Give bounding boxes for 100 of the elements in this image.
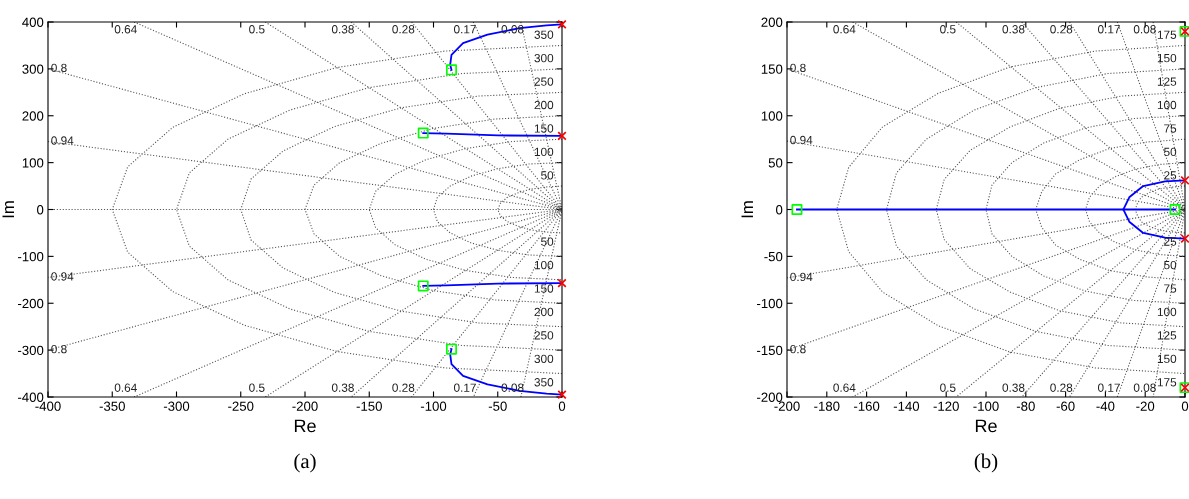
- annotation: 0.17: [1097, 25, 1120, 34]
- annotation: 0.94: [790, 272, 813, 282]
- y-axis-title: Im: [2, 201, 14, 218]
- annotation: 250: [534, 77, 554, 86]
- annotation: 350: [534, 30, 554, 39]
- annotation: 0.28: [1050, 383, 1073, 392]
- x-tick-label: -150: [356, 401, 382, 411]
- annotation: 0.17: [1097, 383, 1120, 392]
- annotation: 0.94: [790, 135, 813, 145]
- annotation: 0.08: [1133, 25, 1156, 34]
- x-tick-label: 0: [558, 401, 566, 411]
- y-tick-label: -300: [18, 345, 44, 356]
- y-tick-label: -150: [757, 345, 783, 356]
- x-tick-label: -200: [292, 401, 318, 411]
- text: (b): [974, 453, 998, 473]
- annotation: 50: [541, 171, 554, 180]
- x-tick-label: -120: [933, 401, 959, 411]
- x-tick-label: -180: [814, 401, 840, 411]
- x-tick-label: -40: [1096, 401, 1115, 411]
- y-tick-label: 300: [22, 64, 44, 74]
- y-tick-label: 100: [761, 111, 783, 121]
- x-tick-label: -80: [1016, 401, 1035, 411]
- x-tick-label: -100: [973, 401, 999, 411]
- annotation: 125: [1157, 77, 1177, 86]
- annotation: 25: [1164, 237, 1177, 246]
- x-tick-label: 0: [1181, 401, 1189, 411]
- annotation: 100: [534, 260, 554, 270]
- text: (a): [294, 453, 316, 473]
- x-tick-label: -250: [228, 401, 254, 411]
- annotation: 0.5: [940, 25, 956, 34]
- x-tick-label: -400: [35, 401, 61, 411]
- x-tick-label: -350: [99, 401, 125, 411]
- y-tick-label: -200: [757, 392, 783, 402]
- annotation: 75: [1164, 284, 1177, 293]
- annotation: 0.5: [940, 383, 956, 392]
- x-axis-title: Re: [975, 419, 997, 433]
- y-tick-label: 0: [776, 205, 783, 215]
- annotation: 0.8: [790, 63, 806, 73]
- annotation: 0.28: [392, 25, 415, 34]
- y-tick-label: -400: [18, 392, 44, 402]
- annotation: 200: [534, 100, 554, 110]
- y-tick-label: 400: [22, 17, 44, 27]
- annotation: 0.5: [249, 25, 265, 34]
- x-tick-label: -300: [163, 401, 190, 411]
- annotation: 0.94: [51, 272, 74, 281]
- y-tick-label: -100: [18, 251, 44, 262]
- x-tick-label: -160: [853, 401, 880, 411]
- annotation: 200: [534, 307, 554, 317]
- y-tick-label: 100: [22, 158, 44, 168]
- annotation: 75: [1164, 124, 1177, 133]
- y-tick-label: 50: [768, 158, 783, 168]
- y-tick-label: -200: [18, 298, 44, 309]
- annotation: 100: [1157, 307, 1177, 317]
- annotation: 100: [1157, 100, 1177, 110]
- x-tick-label: -20: [1136, 401, 1155, 411]
- y-tick-label: 0: [37, 205, 44, 215]
- annotation: 50: [541, 237, 554, 246]
- annotation: 300: [534, 354, 554, 364]
- annotation: 0.64: [833, 383, 856, 392]
- annotation: 0.94: [51, 136, 74, 145]
- annotation: 0.38: [1002, 25, 1025, 34]
- x-tick-label: -100: [420, 401, 447, 411]
- y-axis-title: Im: [741, 201, 753, 218]
- annotation: 0.64: [833, 25, 856, 34]
- annotation: 150: [534, 284, 554, 293]
- annotation: 0.64: [114, 25, 137, 34]
- annotation: 25: [1164, 171, 1177, 180]
- annotation: 150: [1157, 53, 1177, 63]
- annotation: 0.38: [1002, 383, 1025, 392]
- x-tick-label: -60: [1056, 401, 1075, 411]
- annotation: 150: [534, 124, 554, 133]
- annotation: 0.28: [392, 383, 415, 392]
- annotation: 0.8: [790, 344, 806, 354]
- annotation: 350: [534, 378, 554, 387]
- annotation: 175: [1157, 30, 1177, 39]
- annotation: 125: [1157, 331, 1177, 340]
- y-tick-label: -100: [757, 298, 783, 309]
- annotation: 0.8: [51, 344, 67, 354]
- annotation: 300: [534, 53, 554, 63]
- annotation: 0.8: [51, 63, 67, 73]
- annotation: 0.38: [331, 25, 354, 34]
- annotation: 0.5: [249, 383, 265, 392]
- annotation: 250: [534, 331, 554, 340]
- y-tick-label: 150: [761, 64, 783, 74]
- annotation: 175: [1157, 378, 1177, 387]
- annotation: 0.38: [331, 383, 354, 392]
- annotation: 50: [1164, 147, 1177, 157]
- x-axis-title: Re: [294, 419, 316, 433]
- annotation: 0.17: [453, 383, 476, 392]
- x-tick-label: -50: [488, 401, 507, 411]
- x-tick-label: -140: [893, 401, 920, 411]
- y-tick-label: 200: [22, 111, 44, 121]
- annotation: 0.17: [453, 25, 476, 34]
- annotation: 150: [1157, 354, 1177, 364]
- annotation: 0.64: [114, 383, 137, 392]
- y-tick-label: -50: [764, 251, 783, 262]
- annotation: 50: [1164, 260, 1177, 270]
- annotation: 0.08: [1133, 383, 1156, 392]
- annotation: 0.28: [1050, 25, 1073, 34]
- annotation: 100: [534, 147, 554, 157]
